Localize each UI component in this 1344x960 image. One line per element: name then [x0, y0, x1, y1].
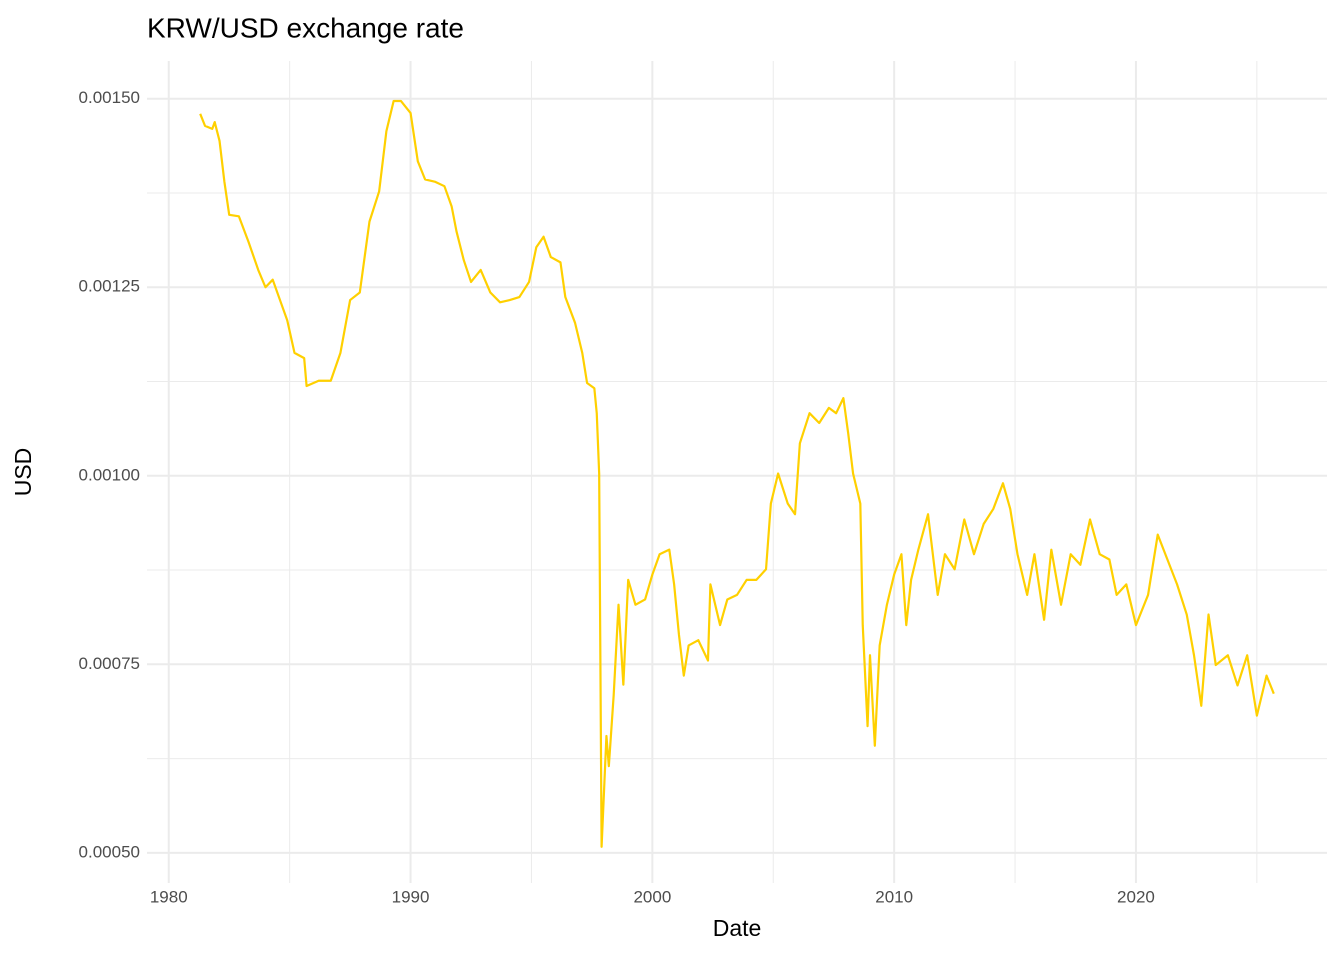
y-tick-label: 0.00125	[79, 277, 140, 296]
x-tick-label: 2020	[1117, 887, 1155, 906]
x-tick-label: 2010	[875, 887, 913, 906]
chart-title: KRW/USD exchange rate	[147, 12, 464, 43]
x-tick-label: 1990	[392, 887, 430, 906]
y-tick-label: 0.00075	[79, 654, 140, 673]
series-line	[199, 99, 1275, 848]
x-tick-label: 1980	[150, 887, 188, 906]
x-tick-label: 2000	[633, 887, 671, 906]
x-axis-label: Date	[713, 915, 762, 941]
y-tick-label: 0.00150	[79, 88, 140, 107]
y-tick-label: 0.00050	[79, 842, 140, 861]
y-axis-label: USD	[10, 448, 36, 497]
y-tick-label: 0.00100	[79, 465, 140, 484]
